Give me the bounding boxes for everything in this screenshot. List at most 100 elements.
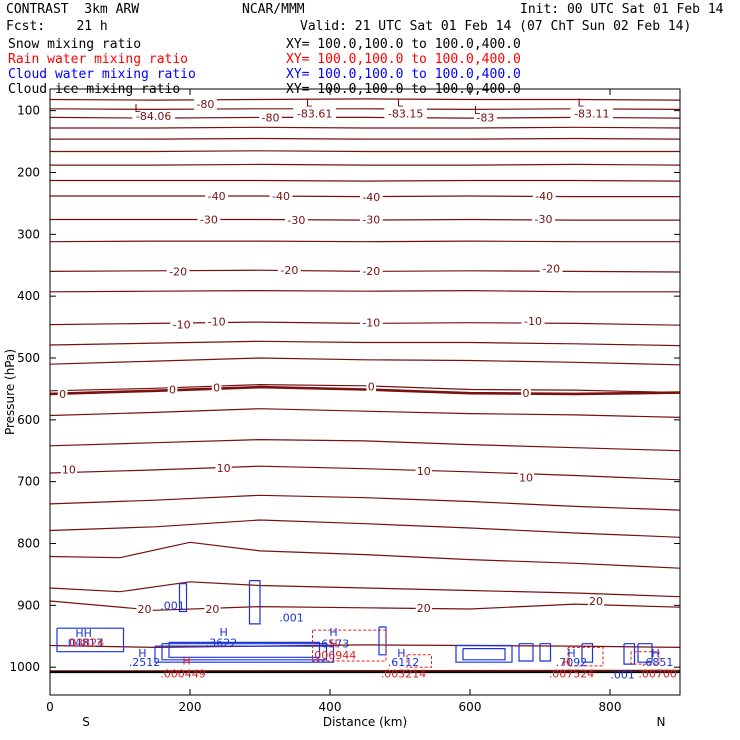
temp-label-bg [359,191,383,204]
orientation-north: N [657,715,666,729]
x-tick-label: 400 [319,700,342,714]
y-tick-label: 500 [17,351,40,365]
cloud-water-contour [518,643,534,662]
temp-label: -30 [287,214,305,227]
cloud-water-contour [455,644,513,663]
isotherm-line [50,340,680,347]
isotherm-line [50,150,680,153]
x-axis-label: Distance (km) [323,715,407,729]
x-tick-label: 0 [46,700,54,714]
temp-label: 20 [205,603,219,616]
temp-label-bg [170,318,193,331]
valid-time: Valid: 21 UTC Sat 01 Feb 14 (07 ChT Sun … [300,19,692,34]
temp-label: -20 [362,265,380,278]
temp-label-bg [415,601,432,614]
isotherm-line [50,669,680,672]
x-tick-label: 800 [599,700,622,714]
field-label-rain: Rain water mixing ratio [8,52,189,67]
temp-label-bg [570,107,614,120]
isotherm-line [50,541,680,569]
cloud-water-contour [56,627,125,653]
isotherm-line [50,408,680,418]
temp-label-bg [384,107,427,120]
orientation-south: S [82,715,90,729]
temp-label-bg [521,387,531,400]
temp-label-bg [539,262,563,275]
cloud-water-contour [178,583,188,613]
rain-annotation: .006944 [311,649,357,662]
temp-label-bg [60,463,77,476]
temp-label-bg [517,471,535,484]
temp-label-bg [204,603,221,616]
temp-label: 0 [213,382,220,395]
isotherm-line [50,581,680,598]
cloud-water-contour [637,643,653,663]
rain-annotation: H [329,638,337,651]
y-tick-label: 400 [17,289,40,303]
cloud-water-contour [154,645,335,663]
temp-label: -30 [200,213,218,226]
temp-label: -83.61 [297,108,332,121]
temp-label-bg [136,603,153,616]
isotherm-line [50,289,680,293]
rain-water-contour [312,629,387,662]
temp-label: 10 [217,462,231,475]
y-axis-label: Pressure (hPa) [3,349,17,435]
cloud-annotation: .3622 [206,636,238,649]
temp-label-bg [587,595,605,608]
center-name: NCAR/MMM [242,2,305,17]
plot-group [50,98,680,674]
low-marker: L [578,97,585,110]
cloud-annotation: H [651,647,659,660]
rain-annotation: .03824 [66,636,105,649]
temp-label: 20 [138,603,152,616]
cloud-annotation: .6573 [318,638,350,651]
low-marker: L [397,97,404,110]
temp-label: 10 [519,471,533,484]
temp-label-bg [359,316,383,329]
low-marker: L [306,97,313,110]
temp-label-bg [521,314,545,327]
temp-label-bg [359,264,383,277]
x-tick-label: 200 [179,700,202,714]
rain-annotation: H [182,654,190,667]
y-tick-label: 800 [17,537,40,551]
temp-label: 20 [589,595,603,608]
temp-label-bg [259,111,282,124]
temp-label: -40 [535,190,553,203]
isotherm-line [50,465,680,481]
temp-label-bg [366,380,377,393]
field-xy-rain: XY= 100.0,100.0 to 100.0,400.0 [286,52,521,67]
isotherm-line [50,600,680,611]
isotherm-line [50,357,680,366]
temp-label: -40 [208,190,226,203]
y-tick-label: 600 [17,413,40,427]
temp-label: -40 [272,190,290,203]
temp-label: 0 [169,384,176,397]
isotherm-zero-line [50,385,680,396]
rain-annotation: .000449 [160,667,206,680]
cloud-annotation: .6851 [642,656,674,669]
temp-label-bg [359,213,383,226]
rain-annotation: H [562,656,570,669]
isotherm-line [50,137,680,140]
temp-label: -83 [476,111,494,124]
cloud-annotation: .6112 [388,656,420,669]
temp-label-bg [415,465,432,478]
temp-label-bg [474,111,497,124]
isotherm-line [50,98,680,101]
cloud-annotation: H [219,626,227,639]
temp-label-bg [532,189,556,202]
temp-label: -20 [169,265,187,278]
temp-label: -10 [362,317,380,330]
temp-label-bg [205,189,228,202]
temp-label: 20 [417,602,431,615]
y-tick-label: 100 [17,104,40,118]
isotherm-line [50,494,680,511]
isotherm-line [50,383,680,394]
cloud-water-contour [378,626,387,656]
isotherm-line [50,179,680,182]
y-tick-label: 900 [17,598,40,612]
temp-label-bg [211,381,222,394]
